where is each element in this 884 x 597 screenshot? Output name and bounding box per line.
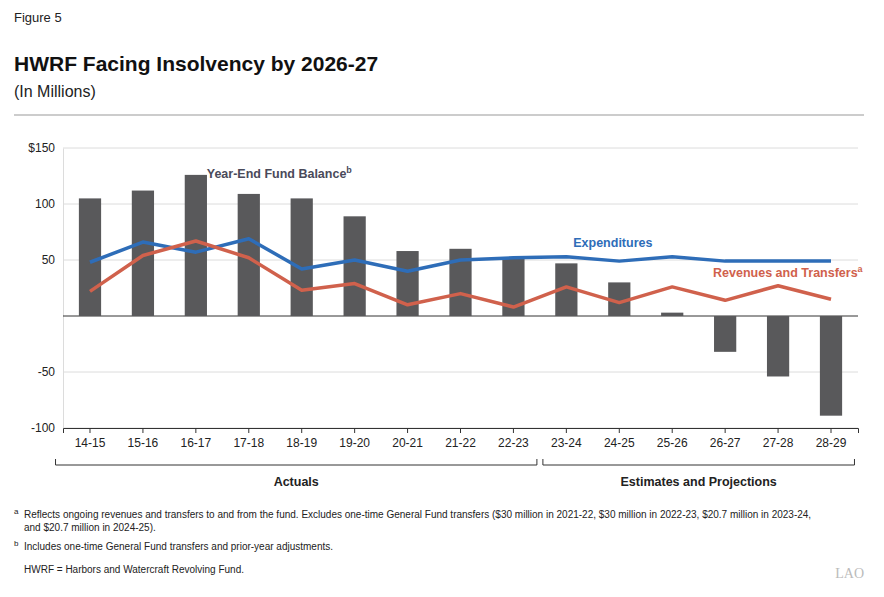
logo: LAO [835,566,864,581]
y-tick: 100 [35,197,63,211]
y-tick: 50 [42,253,63,267]
title: HWRF Facing Insolvency by 2026-27 [14,52,378,75]
x-tick: 21-22 [445,428,476,450]
x-tick: 17-18 [233,428,264,450]
x-tick-mark [301,428,302,433]
series-note: a [858,264,864,274]
grid-line [63,372,858,373]
y-tick-label: 50 [42,253,56,267]
x-tick: 14-15 [75,428,106,450]
chart: Figure 5 HWRF Facing Insolvency by 2026-2… [0,0,884,597]
bar [820,316,842,416]
series-note: b [346,165,352,175]
group-label: Actuals [274,475,319,489]
x-tick-mark [566,428,567,433]
subtitle: (In Millions) [14,83,96,100]
x-tick-label: 15-16 [128,436,159,450]
x-tick-label: 18-19 [286,436,317,450]
x-tick-mark [513,428,514,433]
x-tick-mark [831,428,832,433]
x-tick: 19-20 [339,428,370,450]
x-tick-mark [619,428,620,433]
y-tick: -100 [31,421,63,435]
x-tick-mark [672,428,673,433]
x-tick-label: 22-23 [498,436,529,450]
plot-area [63,175,858,416]
bar [344,216,366,316]
series-label: Expenditures [573,236,652,250]
source: HWRF = Harbors and Watercraft Revolving … [24,564,244,575]
y-axis: -100 -50 50 100 $150 [28,141,63,435]
y-axis-line [63,149,64,429]
x-tick: 27-28 [763,428,794,450]
y-tick: -50 [38,365,63,379]
x-tick: 26-27 [710,428,741,450]
x-tick-mark [354,428,355,433]
x-tick-label: 16-17 [181,436,212,450]
x-tick-label: 17-18 [233,436,264,450]
figure-label: Figure 5 [14,10,62,25]
x-tick-mark [778,428,779,433]
grid-line [63,204,858,205]
x-tick-mark [407,428,408,433]
bar [291,198,313,316]
x-tick-label: 14-15 [75,436,106,450]
x-axis-line [64,429,859,434]
x-tick: 20-21 [392,428,423,450]
bracket-line [543,459,855,465]
x-tick-mark [195,428,196,433]
header-rule [14,115,864,116]
footnote-marker: b [14,539,19,548]
x-tick-label: 23-24 [551,436,582,450]
x-tick-label: 21-22 [445,436,476,450]
y-tick: $150 [28,141,63,155]
group-bracket: Actuals [56,459,537,489]
bar [661,313,683,316]
x-tick: 23-24 [551,428,582,450]
footnote-text: and $20.7 million in 2024-25). [24,522,156,533]
x-tick: 24-25 [604,428,635,450]
x-axis: 14-15 15-16 16-17 17-18 18-19 19-20 20-21 21-22… [64,428,859,450]
x-tick-mark [248,428,249,433]
group-bracket: Estimates and Projections [543,459,855,489]
grid [63,148,858,428]
series-label: Revenues and Transfersa [713,264,864,280]
bar [185,175,207,316]
y-tick-label: -50 [38,365,56,379]
x-tick-mark [89,428,90,433]
bracket-line [56,459,537,465]
x-tick-label: 25-26 [657,436,688,450]
x-tick-mark [142,428,143,433]
footnote-text: Reflects ongoing revenues and transfers … [24,509,811,520]
y-tick-label: $150 [28,141,55,155]
x-tick-mark [725,428,726,433]
x-tick-label: 20-21 [392,436,423,450]
bar [714,316,736,352]
x-tick: 22-23 [498,428,529,450]
series-label-text: Expenditures [573,236,652,250]
x-tick: 16-17 [181,428,212,450]
x-tick-label: 26-27 [710,436,741,450]
series-label-text: Year-End Fund Balance [207,167,347,181]
bar [79,198,101,316]
x-tick: 18-19 [286,428,317,450]
x-tick-label: 19-20 [339,436,370,450]
x-tick: 15-16 [128,428,159,450]
x-tick: 28-29 [816,428,847,450]
x-tick-label: 27-28 [763,436,794,450]
x-tick-mark [460,428,461,433]
footnote-marker: a [14,507,19,516]
group-label: Estimates and Projections [621,475,777,489]
x-tick-label: 24-25 [604,436,635,450]
footnote-text: Includes one-time General Fund transfers… [24,541,333,552]
series-label: Year-End Fund Balanceb [207,165,353,181]
grid-line [63,148,858,149]
y-tick-label: -100 [31,421,55,435]
y-tick-label: 100 [35,197,55,211]
x-tick: 25-26 [657,428,688,450]
bar [767,316,789,376]
series-label-text: Revenues and Transfers [713,266,858,280]
x-tick-label: 28-29 [816,436,847,450]
